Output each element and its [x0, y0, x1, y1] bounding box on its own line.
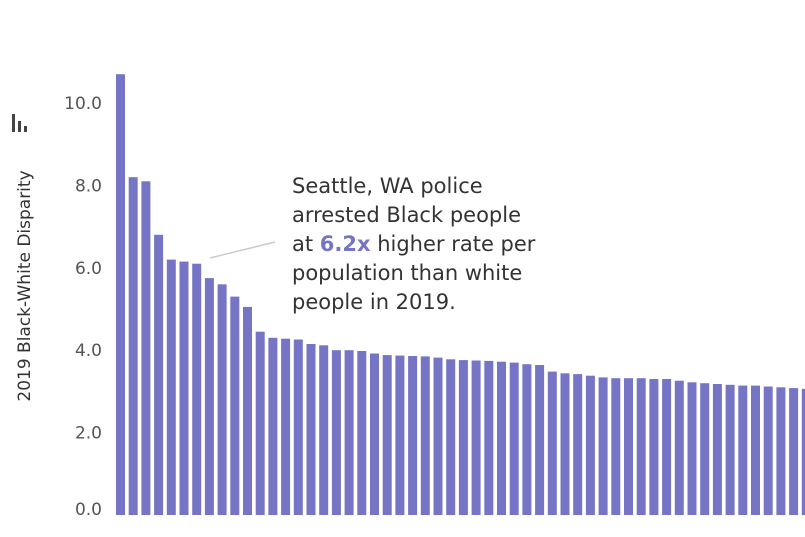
bar[interactable] — [255, 331, 265, 515]
bar[interactable] — [395, 355, 405, 515]
bar[interactable] — [535, 365, 545, 515]
bar[interactable] — [547, 371, 557, 515]
annotation-line: Seattle, WA police — [292, 174, 483, 198]
annotation-line: people in 2019. — [292, 290, 456, 314]
bar[interactable] — [598, 377, 608, 515]
bar[interactable] — [738, 385, 748, 515]
annotation-text: at — [292, 232, 320, 256]
bar[interactable] — [166, 259, 176, 515]
annotation-line: arrested Black people — [292, 203, 522, 227]
bar[interactable] — [458, 360, 468, 515]
bar[interactable] — [357, 351, 367, 515]
y-tick-label: 2.0 — [75, 424, 102, 444]
bar[interactable] — [509, 362, 519, 515]
annotation-line: population than white — [292, 261, 523, 285]
bar[interactable] — [687, 382, 697, 515]
bar[interactable] — [141, 181, 151, 516]
bar[interactable] — [611, 378, 621, 515]
bar[interactable] — [674, 380, 684, 515]
bar[interactable] — [801, 388, 805, 515]
bar[interactable] — [649, 379, 659, 515]
bar[interactable] — [763, 386, 773, 516]
bar[interactable] — [560, 373, 570, 515]
bar[interactable] — [204, 278, 214, 515]
bar[interactable] — [662, 379, 672, 515]
bar[interactable] — [128, 177, 138, 515]
bar[interactable] — [751, 385, 760, 515]
y-axis-ticks: 0.0 2.0 4.0 6.0 8.0 10.0 — [64, 94, 102, 520]
bar[interactable] — [192, 263, 202, 515]
y-tick-label: 8.0 — [75, 176, 102, 196]
bar[interactable] — [344, 350, 354, 515]
bar[interactable] — [700, 383, 710, 515]
bar[interactable] — [179, 261, 189, 515]
bar[interactable] — [370, 353, 379, 516]
bar[interactable] — [154, 234, 164, 516]
y-tick-label: 10.0 — [64, 94, 102, 114]
bar[interactable] — [484, 360, 494, 515]
bar[interactable] — [217, 284, 227, 515]
bar[interactable] — [712, 384, 722, 515]
y-axis-label: 2019 Black-White Disparity — [15, 170, 35, 401]
bar[interactable] — [319, 345, 329, 515]
annotation-leader-line — [209, 241, 276, 259]
bar[interactable] — [408, 356, 418, 515]
bar[interactable] — [624, 378, 633, 515]
annotation-highlight: 6.2x — [319, 232, 371, 256]
bar[interactable] — [268, 337, 278, 515]
y-tick-label: 0.0 — [75, 500, 102, 520]
bar[interactable] — [789, 388, 799, 515]
bar[interactable] — [243, 306, 252, 515]
annotation-text: higher rate per — [370, 232, 536, 256]
bar[interactable] — [446, 359, 456, 515]
bar[interactable] — [230, 296, 240, 515]
y-tick-label: 4.0 — [75, 341, 102, 361]
bar[interactable] — [116, 74, 125, 515]
bar[interactable] — [306, 344, 316, 515]
bar[interactable] — [585, 375, 595, 515]
bar[interactable] — [522, 364, 532, 515]
bar[interactable] — [776, 387, 786, 515]
bar-chart-icon[interactable] — [12, 114, 34, 132]
bar[interactable] — [281, 338, 291, 515]
bar[interactable] — [433, 357, 443, 515]
bar[interactable] — [573, 374, 583, 515]
y-tick-label: 6.0 — [75, 259, 102, 279]
bar[interactable] — [331, 350, 341, 515]
bar[interactable] — [636, 378, 646, 515]
bar[interactable] — [497, 361, 506, 515]
bar[interactable] — [382, 355, 392, 515]
bar[interactable] — [725, 384, 735, 515]
bar[interactable] — [293, 339, 303, 516]
bar[interactable] — [471, 360, 481, 516]
annotation-line: at 6.2x higher rate per — [292, 230, 592, 259]
annotation-callout: Seattle, WA police arrested Black people… — [292, 172, 592, 317]
bars — [116, 74, 805, 516]
bar[interactable] — [420, 356, 430, 515]
